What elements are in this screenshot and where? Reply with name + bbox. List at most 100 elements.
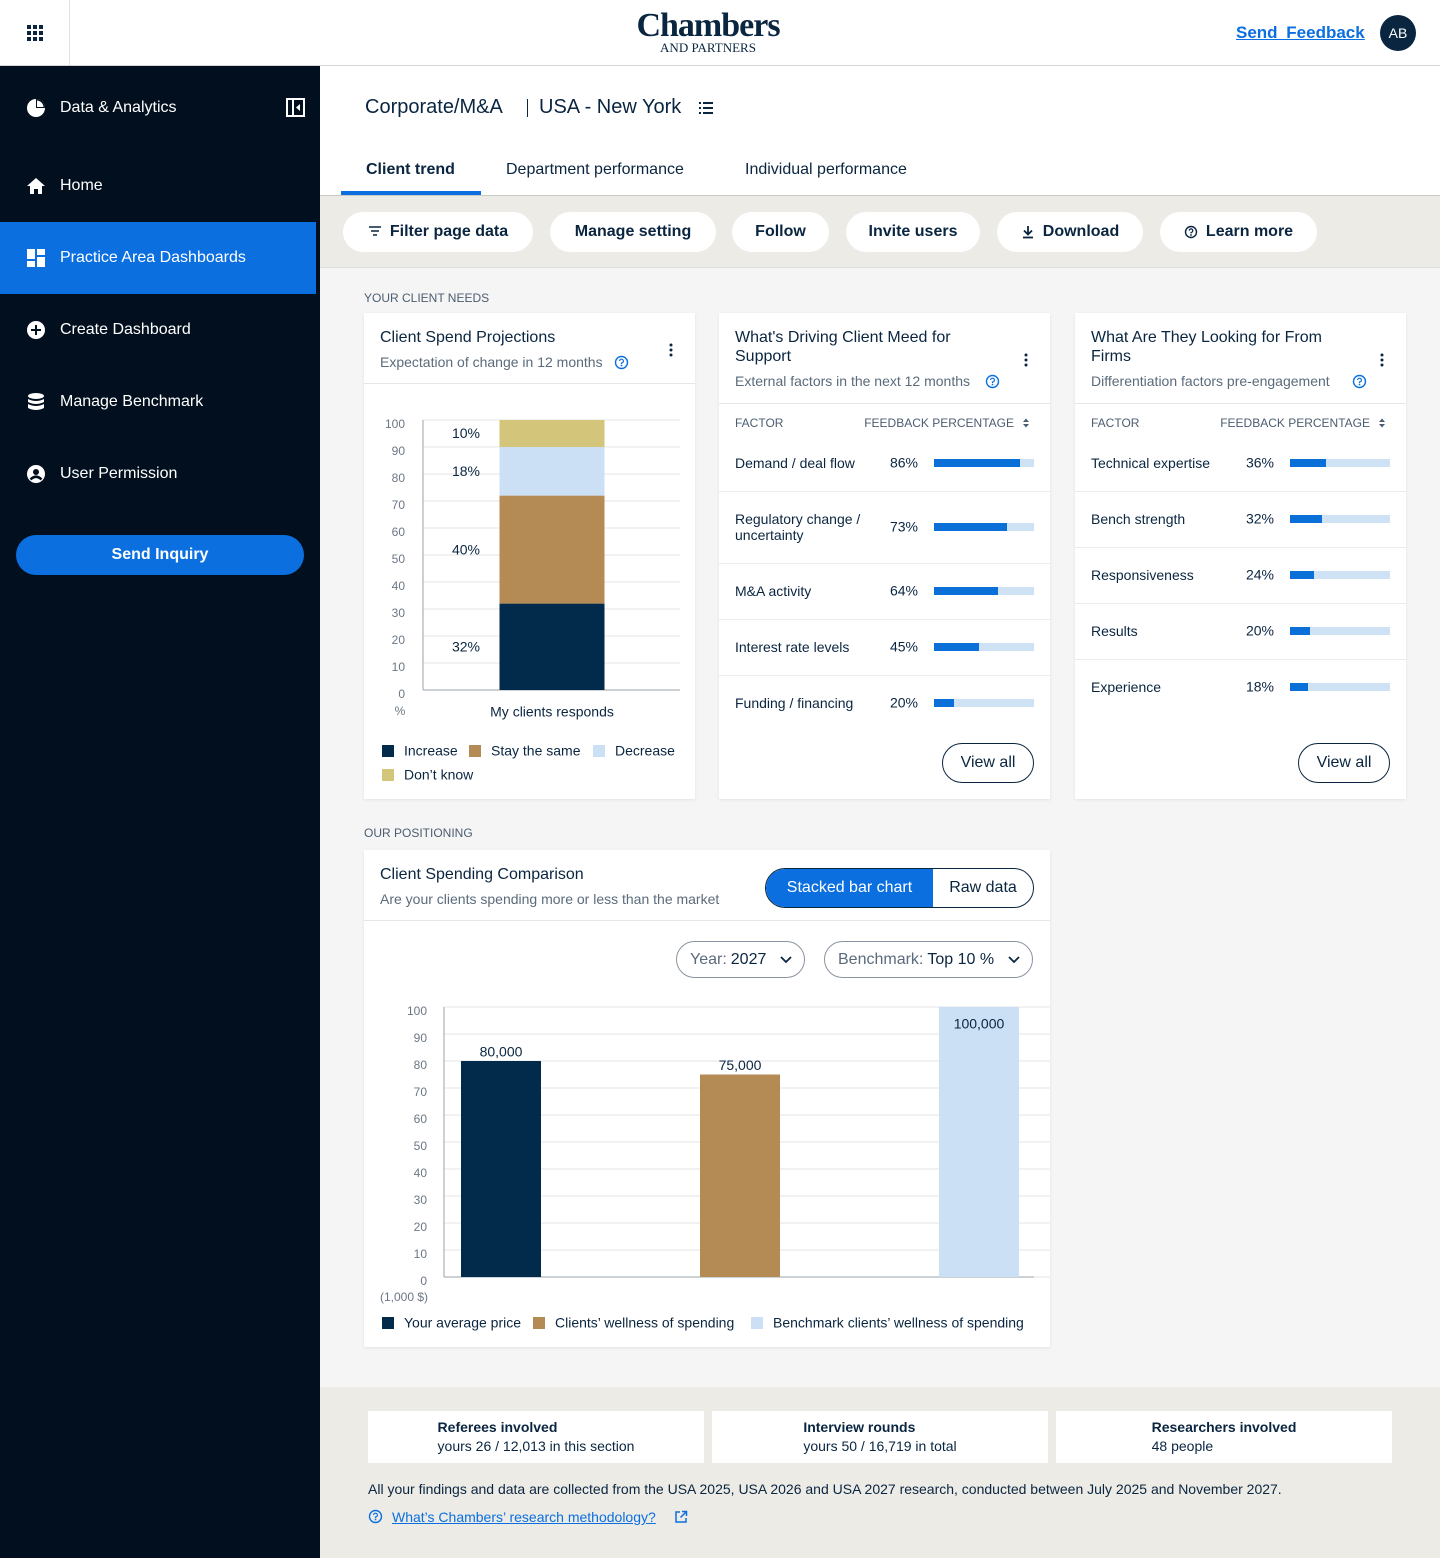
send-inquiry[interactable]: Send Inquiry: [16, 535, 304, 575]
sort-icon[interactable]: [1022, 418, 1030, 428]
sidebar-icon: [28, 393, 44, 410]
list-icon[interactable]: [699, 101, 715, 115]
help-icon[interactable]: [985, 374, 1000, 389]
toolbar-label: Follow: [755, 223, 806, 240]
divider: [1075, 403, 1406, 404]
sidebar-item[interactable]: Manage Benchmark: [0, 366, 316, 438]
stat-box: Interview rounds yours 50 / 16,719 in tot…: [712, 1411, 1048, 1463]
toolbar-button[interactable]: Filter page data: [343, 212, 533, 252]
divider: [364, 920, 1050, 921]
stat-title: Referees involved: [437, 1419, 558, 1435]
logo: Chambers: [636, 7, 780, 44]
feedback-link[interactable]: Send Feedback: [1236, 23, 1365, 42]
stat-text: yours 26 / 12,013 in this section: [437, 1438, 635, 1454]
kebab[interactable]: [1378, 352, 1386, 368]
stat-title: Researchers involved: [1151, 1419, 1297, 1435]
toolbar-button[interactable]: Learn more: [1160, 212, 1317, 252]
dropdown-label: Benchmark:: [838, 950, 924, 968]
collapse-icon[interactable]: [286, 98, 306, 118]
apps-icon: [27, 25, 43, 41]
sidebar-label: User Permission: [60, 465, 178, 482]
toolbar-button[interactable]: Invite users: [846, 212, 980, 252]
stat: Interview rounds yours 50 / 16,719 in tot…: [803, 1418, 956, 1456]
toolbar-label: Invite users: [868, 223, 958, 240]
sidebar-item[interactable]: Home: [0, 150, 316, 222]
year-dropdown[interactable]: Year: 2027: [676, 941, 805, 978]
comparison-card: Client Spending Comparison Are your clie…: [364, 850, 1050, 1347]
row-divider: [719, 619, 1050, 620]
apps-button[interactable]: [0, 0, 70, 65]
toggle: Stacked bar chart Raw data: [765, 868, 1034, 908]
card-title: Client Spending Comparison: [380, 866, 584, 883]
methodology-link[interactable]: What’s Chambers’ research methodology?: [392, 1509, 656, 1525]
help-icon[interactable]: [614, 355, 629, 370]
dropdown-label: Year:: [690, 950, 727, 968]
sidebar-label: Manage Benchmark: [60, 393, 204, 410]
toolbar-button[interactable]: Follow: [732, 212, 829, 252]
chevron: [780, 955, 793, 963]
column-header: FEEDBACK PERCENTAGE: [864, 416, 1014, 430]
avatar[interactable]: AB: [1380, 15, 1416, 51]
help-icon: [368, 1509, 383, 1524]
divider: [719, 403, 1050, 404]
row-divider: [719, 675, 1050, 676]
toolbar-icon: [1184, 225, 1198, 239]
breadcrumb-sep: [527, 99, 528, 117]
sidebar-label: Home: [60, 177, 103, 194]
tab[interactable]: Client trend: [366, 161, 455, 178]
stat-box: Referees involved yours 26 / 12,013 in th…: [368, 1411, 704, 1463]
tab[interactable]: Individual performance: [745, 161, 907, 178]
sidebar-label: Practice Area Dashboards: [60, 249, 246, 266]
row-divider: [1075, 547, 1406, 548]
column-header: FACTOR: [1091, 416, 1140, 430]
breadcrumb-1[interactable]: Corporate/M&A: [365, 96, 503, 118]
benchmark-dropdown[interactable]: Benchmark: Top 10 %: [824, 941, 1033, 978]
sidebar-label: Create Dashboard: [60, 321, 191, 338]
toolbar-label: Filter page data: [389, 223, 509, 240]
view-all-button[interactable]: View all: [1298, 743, 1390, 783]
stat-text: 48 people: [1151, 1438, 1214, 1454]
toolbar-button[interactable]: Manage setting: [550, 212, 716, 252]
stat: Referees involved yours 26 / 12,013 in th…: [438, 1418, 635, 1456]
section-label: OUR POSITIONING: [364, 826, 473, 840]
toggle-option-active[interactable]: Stacked bar chart: [766, 869, 933, 907]
factor-label: Responsiveness: [1091, 567, 1194, 583]
factor-label: Bench strength: [1091, 511, 1186, 527]
card-subtitle: External factors in the next 12 months: [735, 373, 971, 389]
sort-icon[interactable]: [1378, 418, 1386, 428]
sidebar-item[interactable]: User Permission: [0, 438, 316, 510]
dropdown-value: 2027: [730, 950, 767, 968]
card-subtitle: Differentiation factors pre-engagement: [1091, 373, 1330, 389]
footer-note: All your findings and data are collected…: [368, 1481, 1282, 1497]
kebab[interactable]: [1022, 352, 1030, 368]
toolbar-button[interactable]: Download: [997, 212, 1143, 252]
kebab[interactable]: [667, 342, 675, 358]
toolbar-icon: [1022, 226, 1033, 239]
sidebar-icon: [27, 321, 45, 339]
sidebar-item[interactable]: Practice Area Dashboards: [0, 222, 316, 294]
card-title: What's Driving Client Meed for Support: [735, 329, 951, 365]
sidebar-item[interactable]: Data & Analytics: [0, 72, 316, 144]
toggle-option[interactable]: Raw data: [949, 879, 1017, 896]
row-divider: [1075, 491, 1406, 492]
sidebar-label: Data & Analytics: [60, 99, 177, 116]
page-head: [320, 66, 1440, 196]
toolbar-icon: [368, 226, 381, 236]
row-divider: [719, 563, 1050, 564]
divider: [364, 383, 695, 384]
help-icon[interactable]: [1352, 374, 1367, 389]
spend-card: Client Spend Projections Expectation of …: [364, 313, 695, 799]
sidebar: [0, 66, 320, 1558]
factor-label: Experience: [1091, 679, 1162, 695]
tab[interactable]: Department performance: [506, 161, 684, 178]
sidebar-item[interactable]: Create Dashboard: [0, 294, 316, 366]
breadcrumb-2[interactable]: USA - New York: [539, 96, 682, 118]
factor-label: Technical expertise: [1091, 455, 1211, 471]
stat-title: Interview rounds: [803, 1419, 916, 1435]
logo-sub: AND PARTNERS: [660, 40, 756, 55]
external-icon: [675, 1510, 688, 1523]
card-subtitle: Expectation of change in 12 months: [380, 354, 603, 370]
view-all-button[interactable]: View all: [942, 743, 1034, 783]
top-bar: [0, 0, 1440, 66]
